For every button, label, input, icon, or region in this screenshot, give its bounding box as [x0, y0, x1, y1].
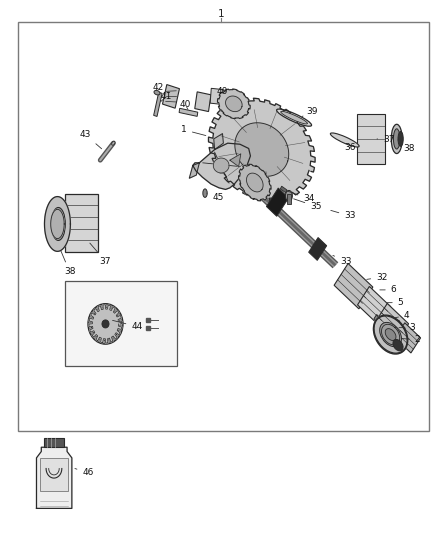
Polygon shape — [374, 314, 390, 331]
Bar — [18, 22, 428, 431]
Polygon shape — [193, 143, 251, 189]
Text: 1: 1 — [181, 125, 206, 135]
Text: 4: 4 — [393, 311, 410, 320]
Polygon shape — [218, 89, 250, 119]
Bar — [44, 438, 64, 447]
Text: 33: 33 — [333, 255, 351, 265]
Bar — [65, 281, 177, 367]
Polygon shape — [65, 193, 98, 252]
Text: 3: 3 — [399, 323, 415, 332]
Text: 39: 39 — [302, 107, 317, 117]
Polygon shape — [357, 286, 391, 325]
Text: 40: 40 — [180, 100, 191, 109]
Polygon shape — [309, 238, 327, 261]
Text: 45: 45 — [207, 193, 224, 202]
Polygon shape — [235, 123, 289, 176]
Text: 2: 2 — [402, 335, 420, 344]
Polygon shape — [89, 305, 122, 343]
Polygon shape — [381, 324, 400, 345]
Ellipse shape — [47, 198, 70, 249]
Polygon shape — [214, 134, 223, 150]
Polygon shape — [395, 323, 420, 353]
Polygon shape — [210, 88, 223, 104]
Polygon shape — [179, 108, 198, 116]
Polygon shape — [154, 92, 162, 117]
Ellipse shape — [102, 320, 109, 328]
Ellipse shape — [398, 132, 403, 147]
Polygon shape — [189, 163, 199, 178]
Text: 40: 40 — [217, 86, 228, 95]
Polygon shape — [375, 303, 409, 342]
Ellipse shape — [88, 304, 123, 344]
Polygon shape — [226, 96, 242, 111]
Polygon shape — [162, 85, 180, 108]
Ellipse shape — [112, 141, 115, 145]
Ellipse shape — [154, 91, 160, 95]
Text: 44: 44 — [113, 320, 142, 331]
Ellipse shape — [91, 308, 120, 341]
Text: 36: 36 — [339, 141, 356, 152]
Ellipse shape — [277, 109, 311, 126]
Polygon shape — [51, 209, 64, 239]
Ellipse shape — [380, 322, 402, 346]
Text: 37: 37 — [377, 135, 395, 144]
Polygon shape — [45, 197, 71, 252]
Ellipse shape — [286, 190, 292, 201]
Text: 38: 38 — [61, 251, 75, 276]
Ellipse shape — [393, 129, 400, 149]
Polygon shape — [239, 164, 271, 201]
Text: 42: 42 — [152, 83, 170, 93]
Text: 41: 41 — [161, 92, 172, 101]
Polygon shape — [247, 173, 263, 192]
Ellipse shape — [393, 340, 403, 351]
Text: 5: 5 — [387, 298, 403, 307]
Text: 32: 32 — [367, 273, 388, 281]
Text: 1: 1 — [218, 9, 225, 19]
Ellipse shape — [203, 189, 207, 197]
Ellipse shape — [385, 329, 396, 341]
Text: 34: 34 — [287, 191, 314, 204]
Text: 33: 33 — [331, 211, 356, 221]
Polygon shape — [213, 158, 229, 173]
Polygon shape — [266, 188, 289, 216]
Ellipse shape — [330, 133, 359, 147]
Ellipse shape — [374, 316, 407, 353]
Polygon shape — [334, 263, 373, 309]
Polygon shape — [287, 194, 290, 204]
Ellipse shape — [51, 207, 65, 240]
Text: 6: 6 — [380, 285, 396, 294]
Polygon shape — [374, 315, 408, 354]
Text: 43: 43 — [80, 130, 102, 149]
Polygon shape — [208, 98, 315, 201]
Text: 46: 46 — [75, 469, 94, 477]
Polygon shape — [230, 154, 241, 166]
Ellipse shape — [281, 111, 307, 124]
Text: 38: 38 — [398, 140, 415, 153]
Polygon shape — [195, 92, 211, 111]
Text: 37: 37 — [90, 243, 111, 265]
Ellipse shape — [391, 124, 402, 154]
Bar — [40, 458, 68, 491]
Polygon shape — [357, 114, 385, 164]
Text: 35: 35 — [293, 199, 321, 211]
Polygon shape — [280, 186, 287, 192]
Polygon shape — [36, 447, 72, 508]
